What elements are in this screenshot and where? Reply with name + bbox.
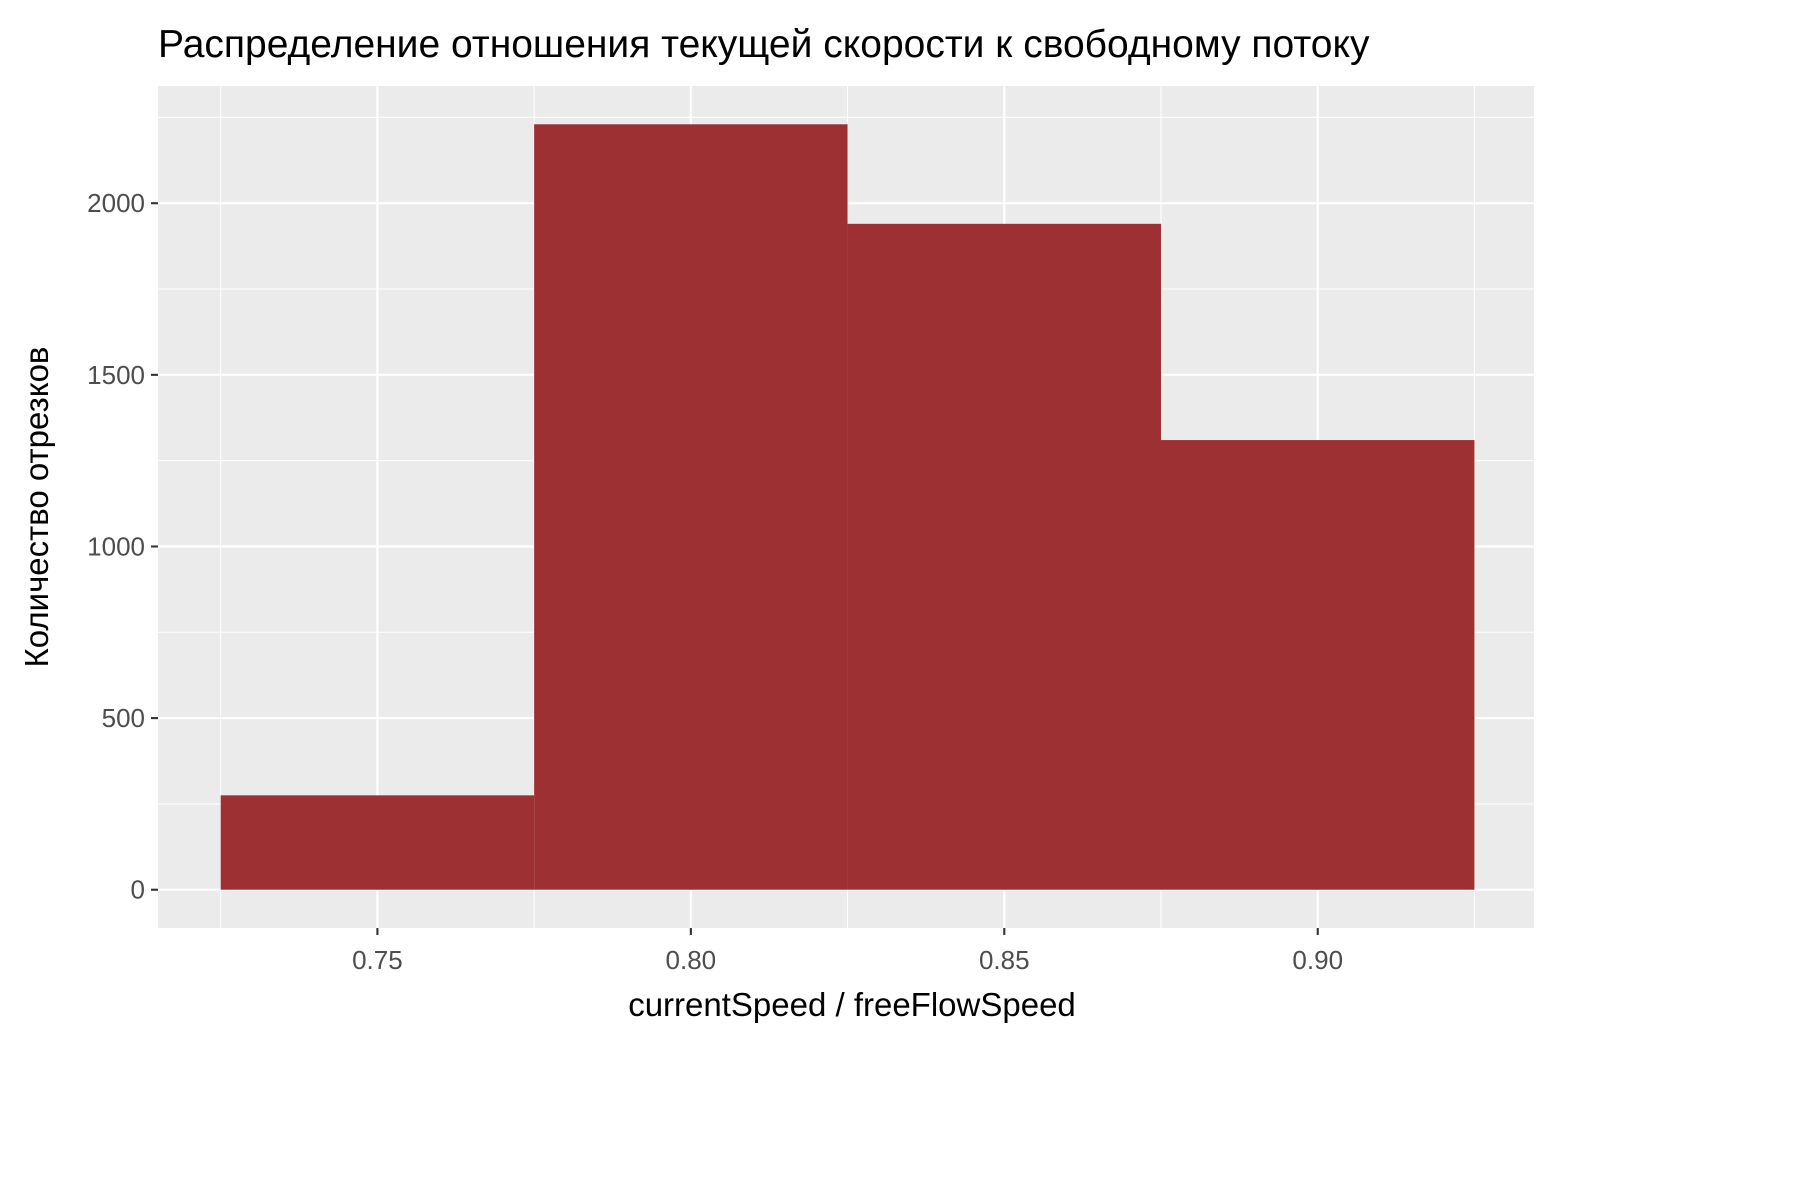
x-tick-label: 0.80 [666,945,717,975]
histogram-bar [1161,440,1475,890]
y-tick-label: 0 [131,875,145,905]
chart-canvas: Распределение отношения текущей скорости… [18,23,1534,1023]
y-tick-label: 2000 [87,188,145,218]
x-axis-title: currentSpeed / freeFlowSpeed [628,986,1076,1023]
x-tick-label: 0.85 [979,945,1030,975]
histogram-bar [220,795,535,890]
y-tick-label: 500 [102,703,145,733]
y-axis-title: Количество отрезков [18,347,55,668]
y-axis: 0 500 1000 1500 2000 [87,188,158,905]
histogram-bars [220,124,1475,890]
y-tick-label: 1000 [87,531,145,561]
x-tick-label: 0.75 [352,945,403,975]
x-tick-label: 0.90 [1292,945,1343,975]
histogram-bar [534,124,848,890]
histogram-chart: Распределение отношения текущей скорости… [18,23,1534,1023]
x-axis: 0.75 0.80 0.85 0.90 [352,928,1343,975]
y-tick-label: 1500 [87,360,145,390]
histogram-bar [847,223,1162,890]
chart-title: Распределение отношения текущей скорости… [158,23,1370,66]
